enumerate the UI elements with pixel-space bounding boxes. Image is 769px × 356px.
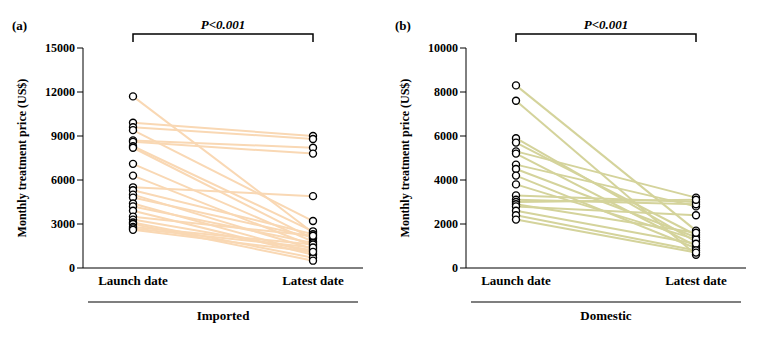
- svg-text:15000: 15000: [45, 41, 75, 55]
- svg-text:9000: 9000: [51, 129, 75, 143]
- svg-text:0: 0: [69, 261, 75, 275]
- svg-text:Monthly treatment price (US$): Monthly treatment price (US$): [398, 79, 412, 238]
- svg-text:6000: 6000: [51, 173, 75, 187]
- svg-text:Launch date: Launch date: [98, 273, 168, 288]
- svg-text:4000: 4000: [434, 173, 458, 187]
- svg-text:P<0.001: P<0.001: [201, 17, 246, 32]
- svg-text:6000: 6000: [434, 129, 458, 143]
- svg-text:10000: 10000: [428, 41, 458, 55]
- svg-text:8000: 8000: [434, 85, 458, 99]
- svg-text:2000: 2000: [434, 217, 458, 231]
- svg-text:0: 0: [452, 261, 458, 275]
- svg-text:(b): (b): [395, 18, 411, 33]
- svg-text:P<0.001: P<0.001: [584, 17, 629, 32]
- svg-text:12000: 12000: [45, 85, 75, 99]
- svg-text:3000: 3000: [51, 217, 75, 231]
- svg-text:Imported: Imported: [197, 308, 250, 323]
- svg-text:Domestic: Domestic: [580, 308, 631, 323]
- svg-text:Latest date: Latest date: [282, 273, 344, 288]
- svg-text:(a): (a): [12, 18, 27, 33]
- svg-text:Latest date: Latest date: [665, 273, 727, 288]
- svg-text:Launch date: Launch date: [481, 273, 551, 288]
- svg-text:Monthly treatment price (US$): Monthly treatment price (US$): [15, 79, 29, 238]
